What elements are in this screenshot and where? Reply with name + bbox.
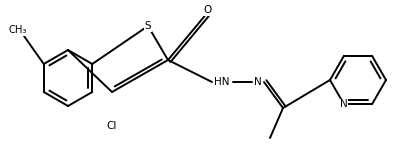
Text: Cl: Cl xyxy=(107,121,117,131)
Text: N: N xyxy=(339,99,347,109)
Text: CH₃: CH₃ xyxy=(9,25,27,35)
Text: HN: HN xyxy=(214,77,229,87)
Text: N: N xyxy=(254,77,261,87)
Text: S: S xyxy=(144,21,151,31)
Text: O: O xyxy=(203,5,211,15)
